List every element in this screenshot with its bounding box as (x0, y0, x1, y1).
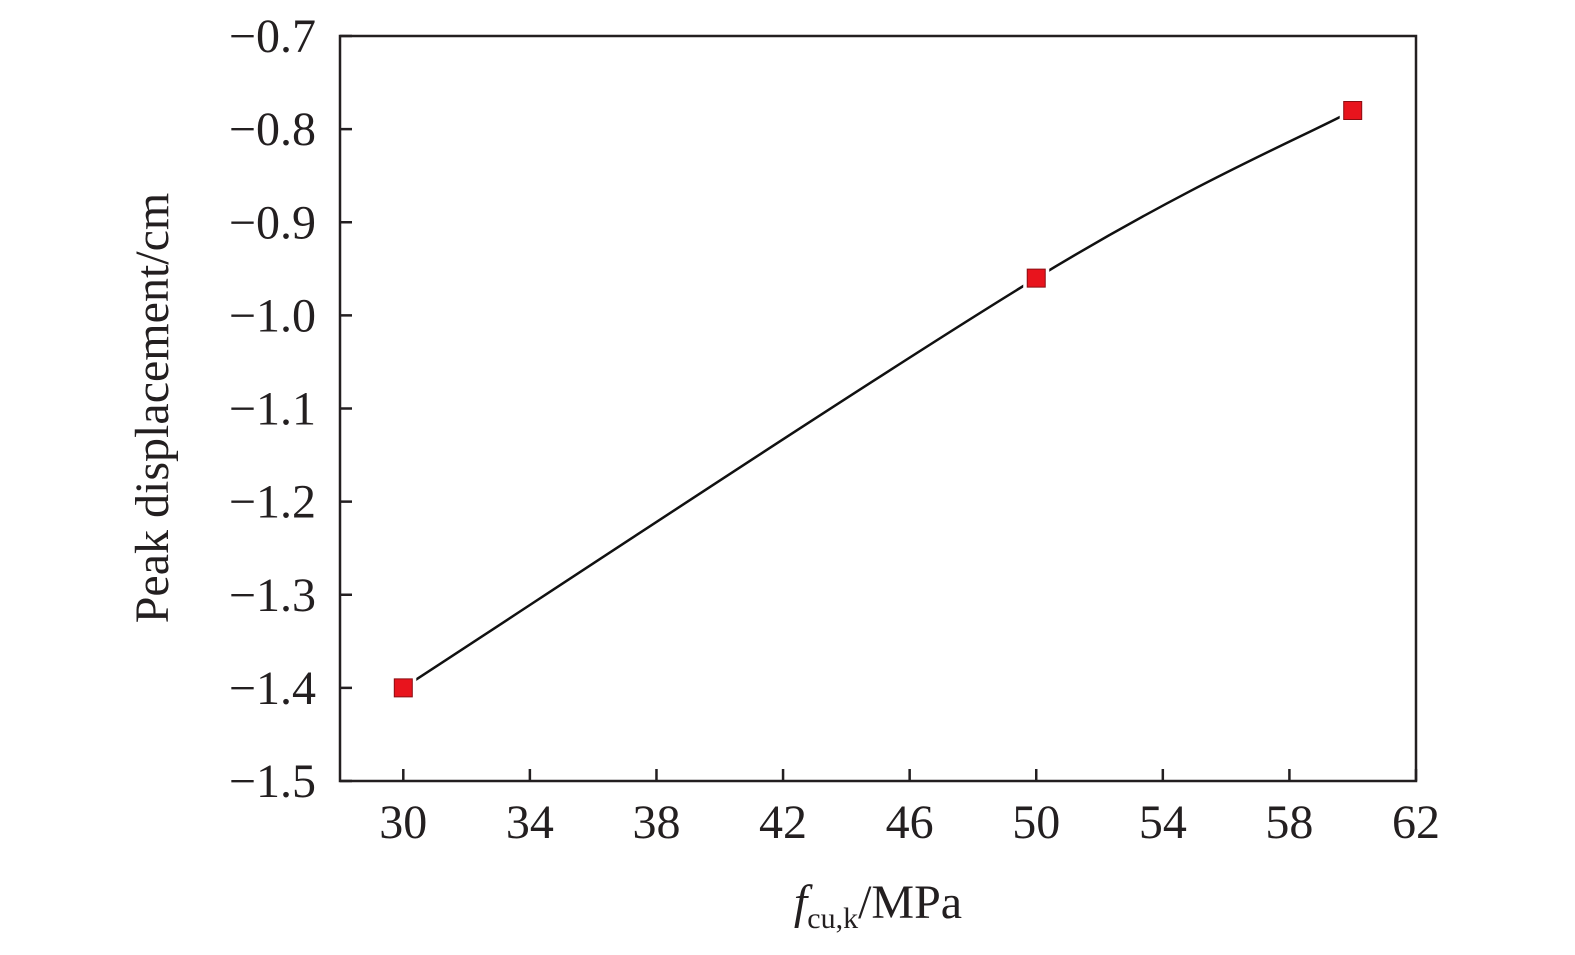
x-tick-label: 54 (1139, 796, 1187, 849)
data-point-marker (393, 678, 413, 698)
x-tick-label: 30 (379, 796, 427, 849)
x-tick-label: 50 (1012, 796, 1060, 849)
y-tick-label: −0.7 (229, 10, 316, 63)
x-tick-label: 58 (1265, 796, 1313, 849)
y-tick-label: −1.4 (229, 662, 316, 715)
plot-frame (338, 34, 1418, 783)
y-tick-label: −1.0 (229, 289, 316, 342)
y-tick-label: −1.1 (229, 383, 316, 436)
x-tick-label: 42 (759, 796, 807, 849)
y-tick-label: −0.8 (229, 103, 316, 156)
y-tick-label: −1.5 (229, 755, 316, 808)
x-tick-label: 62 (1392, 796, 1440, 849)
x-axis-title-unit: /MPa (858, 876, 962, 929)
x-tick-label: 34 (506, 796, 554, 849)
data-point-marker (1343, 101, 1363, 120)
y-tick-label: −0.9 (229, 196, 316, 249)
x-tick-label: 46 (886, 796, 934, 849)
series-layer (390, 97, 1366, 701)
x-axis-ticks: 30 34 38 42 46 50 54 58 62 (379, 769, 1440, 849)
y-tick-label: −1.3 (229, 569, 316, 622)
y-axis-ticks: −1.5 −1.4 −1.3 −1.2 −1.1 −1.0 −0.9 −0.8 −0.7 (229, 10, 352, 808)
y-axis-title: Peak displacement/cm (126, 193, 179, 624)
data-point-marker (1026, 268, 1046, 288)
x-axis-title: fcu,k/MPa (794, 876, 962, 935)
y-tick-label: −1.2 (229, 476, 316, 529)
x-tick-label: 38 (632, 796, 680, 849)
series-line (402, 109, 1354, 689)
x-axis-title-subscript: cu,k (807, 902, 858, 935)
